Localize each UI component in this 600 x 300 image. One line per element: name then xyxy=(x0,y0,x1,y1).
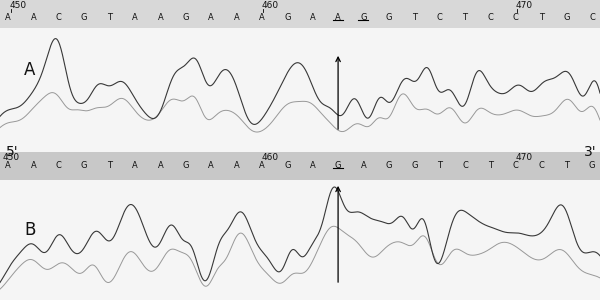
Text: G: G xyxy=(335,161,341,170)
Text: A: A xyxy=(310,13,316,22)
Text: 460: 460 xyxy=(262,153,279,162)
Text: C: C xyxy=(437,13,443,22)
Text: T: T xyxy=(107,161,112,170)
Text: G: G xyxy=(182,13,189,22)
Text: T: T xyxy=(564,161,569,170)
Text: A: A xyxy=(5,13,11,22)
Text: A: A xyxy=(132,13,138,22)
Text: A: A xyxy=(5,161,11,170)
Text: A: A xyxy=(157,161,163,170)
Text: C: C xyxy=(513,13,519,22)
Text: A: A xyxy=(31,161,36,170)
Text: A: A xyxy=(335,13,341,22)
Text: A: A xyxy=(31,13,36,22)
Text: A: A xyxy=(259,161,265,170)
Text: A: A xyxy=(361,161,367,170)
Text: A: A xyxy=(208,161,214,170)
Text: G: G xyxy=(360,13,367,22)
Text: A: A xyxy=(310,161,316,170)
Text: 450: 450 xyxy=(3,153,20,162)
Text: A: A xyxy=(25,61,35,79)
Text: G: G xyxy=(284,161,290,170)
Text: A: A xyxy=(233,13,239,22)
Text: T: T xyxy=(488,161,493,170)
Text: G: G xyxy=(589,161,595,170)
Text: C: C xyxy=(487,13,493,22)
Text: A: A xyxy=(132,161,138,170)
Text: G: G xyxy=(563,13,570,22)
Text: G: G xyxy=(284,13,290,22)
Text: T: T xyxy=(107,13,112,22)
Text: T: T xyxy=(437,161,442,170)
Text: T: T xyxy=(539,13,544,22)
Text: C: C xyxy=(513,161,519,170)
Bar xyxy=(0,28,600,152)
Bar xyxy=(0,180,600,300)
Text: T: T xyxy=(463,13,467,22)
Bar xyxy=(0,152,600,180)
Text: 470: 470 xyxy=(516,153,533,162)
Text: G: G xyxy=(182,161,189,170)
Text: G: G xyxy=(81,161,88,170)
Text: 470: 470 xyxy=(516,1,533,10)
Text: A: A xyxy=(259,13,265,22)
Text: T: T xyxy=(412,13,417,22)
Text: A: A xyxy=(157,13,163,22)
Text: 3': 3' xyxy=(584,145,596,159)
Text: 5': 5' xyxy=(5,145,19,159)
Text: G: G xyxy=(411,161,418,170)
Text: G: G xyxy=(386,161,392,170)
Text: C: C xyxy=(462,161,468,170)
Text: G: G xyxy=(386,13,392,22)
Text: A: A xyxy=(208,13,214,22)
Text: G: G xyxy=(81,13,88,22)
Text: C: C xyxy=(56,161,62,170)
Text: C: C xyxy=(56,13,62,22)
Text: C: C xyxy=(589,13,595,22)
Text: B: B xyxy=(25,221,35,239)
Text: A: A xyxy=(233,161,239,170)
Text: 460: 460 xyxy=(262,1,279,10)
Text: 450: 450 xyxy=(10,1,27,10)
Text: C: C xyxy=(538,161,544,170)
